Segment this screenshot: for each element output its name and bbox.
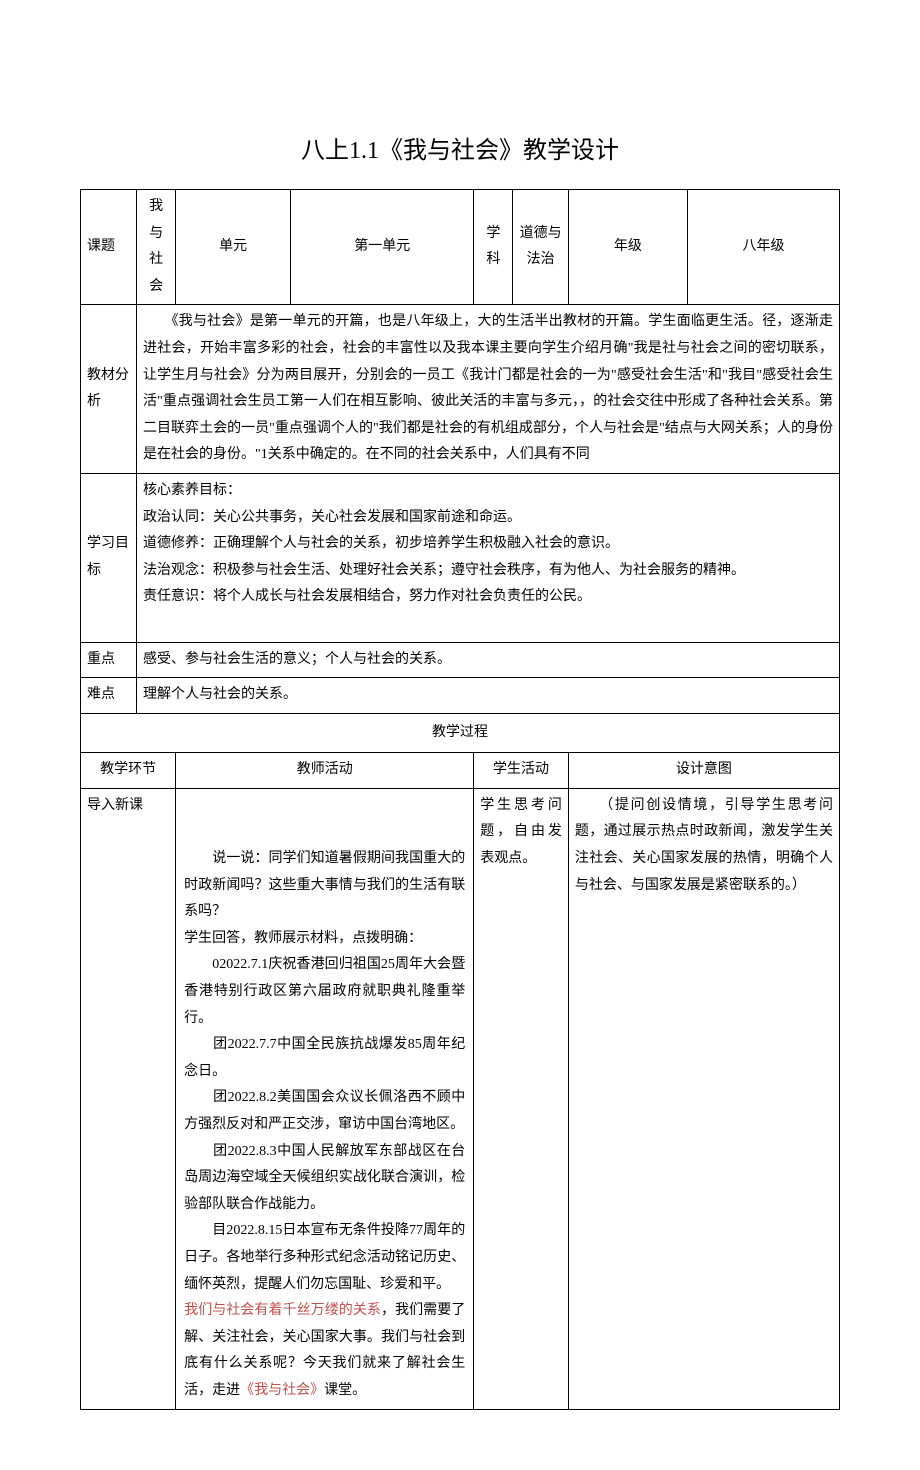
analysis-text: 《我与社会》是第一单元的开篇，也是八年级上，大的生活半出教材的开篇。学生面临更生… [137,305,840,474]
teacher-p8-d: 课堂。 [324,1383,366,1398]
col-student: 学生活动 [474,753,569,789]
teacher-p6: 团2022.8.3中国人民解放军东部战区在台岛周边海空域全天候组织实战化联合演训… [184,1139,465,1219]
objective-line-1: 政治认同：关心公共事务，关心社会发展和国家前途和命运。 [143,505,833,532]
value-unit: 第一单元 [291,190,474,305]
teacher-p8: 我们与社会有着千丝万缕的关系，我们需要了解、关注社会，关心国家大事。我们与社会到… [184,1298,465,1404]
col-teacher: 教师活动 [176,753,474,789]
label-analysis: 教材分析 [81,305,137,474]
teacher-p3: 02022.7.1庆祝香港回归祖国25周年大会暨香港特别行政区第六届政府就职典礼… [184,952,465,1032]
analysis-row: 教材分析 《我与社会》是第一单元的开篇，也是八年级上，大的生活半出教材的开篇。学… [81,305,840,474]
label-unit: 单元 [176,190,291,305]
value-topic: 我与社会 [137,190,176,305]
objective-line-4: 责任意识：将个人成长与社会发展相结合，努力作对社会负责任的公民。 [143,584,833,611]
teacher-p4: 团2022.7.7中国全民族抗战爆发85周年纪念日。 [184,1032,465,1085]
intro-student: 学生思考问题，自由发表观点。 [474,788,569,1409]
label-difficulty: 难点 [81,678,137,714]
teacher-p1: 说一说：同学们知道暑假期间我国重大的时政新闻吗？这些重大事情与我们的生活有联系吗… [184,846,465,926]
page-container: 八上1.1《我与社会》教学设计 课题 我与社会 单元 第一单元 学科 道德与法治… [0,0,920,1470]
process-columns-row: 教学环节 教师活动 学生活动 设计意图 [81,753,840,789]
teacher-p5: 团2022.8.2美国国会众议长佩洛西不顾中方强烈反对和严正交涉，窜访中国台湾地… [184,1085,465,1138]
label-keypoint: 重点 [81,642,137,678]
difficulty-row: 难点 理解个人与社会的关系。 [81,678,840,714]
keypoint-text: 感受、参与社会生活的意义；个人与社会的关系。 [137,642,840,678]
label-grade: 年级 [568,190,687,305]
label-objectives: 学习目标 [81,473,137,642]
col-design: 设计意图 [568,753,839,789]
teacher-p8-red2: 《我与社会》 [240,1383,324,1398]
intro-design: （提问创设情境，引导学生思考问题，通过展示热点时政新闻，激发学生关注社会、关心国… [568,788,839,1409]
intro-teacher-cell: 说一说：同学们知道暑假期间我国重大的时政新闻吗？这些重大事情与我们的生活有联系吗… [176,788,474,1409]
teacher-p8-red1: 我们与社会有着千丝万缕的关系 [184,1303,381,1318]
process-header: 教学过程 [81,713,840,753]
keypoint-row: 重点 感受、参与社会生活的意义；个人与社会的关系。 [81,642,840,678]
objectives-heading: 核心素养目标： [143,478,833,505]
process-header-row: 教学过程 [81,713,840,753]
teacher-p7: 目2022.8.15日本宣布无条件投降77周年的日子。各地举行多种形式纪念活动铭… [184,1218,465,1298]
objectives-row: 学习目标 核心素养目标： 政治认同：关心公共事务，关心社会发展和国家前途和命运。… [81,473,840,642]
objective-line-3: 法治观念：积极参与社会生活、处理好社会关系；遵守社会秩序，有为他人、为社会服务的… [143,558,833,585]
label-topic: 课题 [81,190,137,305]
objective-line-2: 道德修养：正确理解个人与社会的关系，初步培养学生积极融入社会的意识。 [143,531,833,558]
label-subject: 学科 [474,190,513,305]
objectives-cell: 核心素养目标： 政治认同：关心公共事务，关心社会发展和国家前途和命运。 道德修养… [137,473,840,642]
info-row: 课题 我与社会 单元 第一单元 学科 道德与法治 年级 八年级 [81,190,840,305]
value-subject: 道德与法治 [513,190,568,305]
lesson-plan-table: 课题 我与社会 单元 第一单元 学科 道德与法治 年级 八年级 教材分析 《我与… [80,189,840,1410]
difficulty-text: 理解个人与社会的关系。 [137,678,840,714]
col-stage: 教学环节 [81,753,176,789]
teacher-p2: 学生回答，教师展示材料，点拨明确： [184,926,465,953]
intro-row: 导入新课 说一说：同学们知道暑假期间我国重大的时政新闻吗？这些重大事情与我们的生… [81,788,840,1409]
value-grade: 八年级 [688,190,840,305]
document-title: 八上1.1《我与社会》教学设计 [80,130,840,165]
intro-stage: 导入新课 [81,788,176,1409]
